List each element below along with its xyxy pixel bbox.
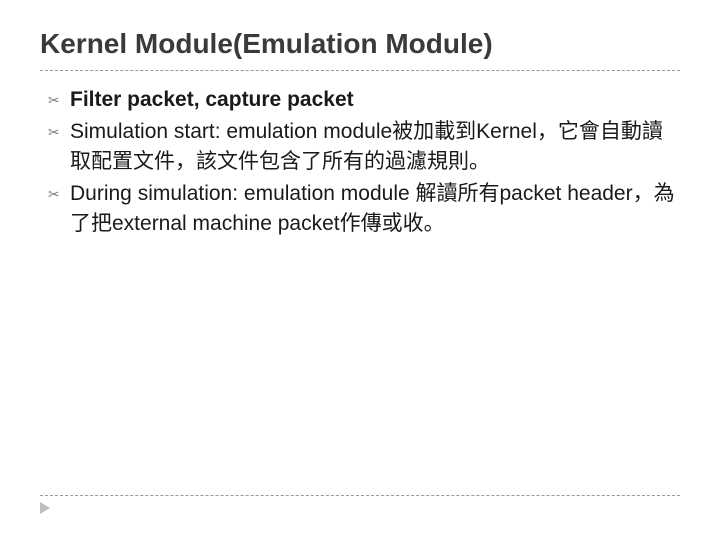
bullet-marker-icon: ✂ [48,179,70,209]
bullet-item: ✂ Filter packet, capture packet [48,85,680,115]
footer-arrow-icon [40,502,50,514]
bullet-text: During simulation: emulation module 解讀所有… [70,179,680,239]
bullet-text: Simulation start: emulation module被加載到Ke… [70,117,680,177]
bullet-item: ✂ Simulation start: emulation module被加載到… [48,117,680,177]
slide-title: Kernel Module(Emulation Module) [40,28,680,71]
slide-footer [40,495,680,514]
bullet-text: Filter packet, capture packet [70,85,680,115]
bullet-marker-icon: ✂ [48,117,70,147]
bullet-marker-icon: ✂ [48,85,70,115]
slide: Kernel Module(Emulation Module) ✂ Filter… [0,0,720,540]
bullet-item: ✂ During simulation: emulation module 解讀… [48,179,680,239]
slide-body: ✂ Filter packet, capture packet ✂ Simula… [40,85,680,239]
